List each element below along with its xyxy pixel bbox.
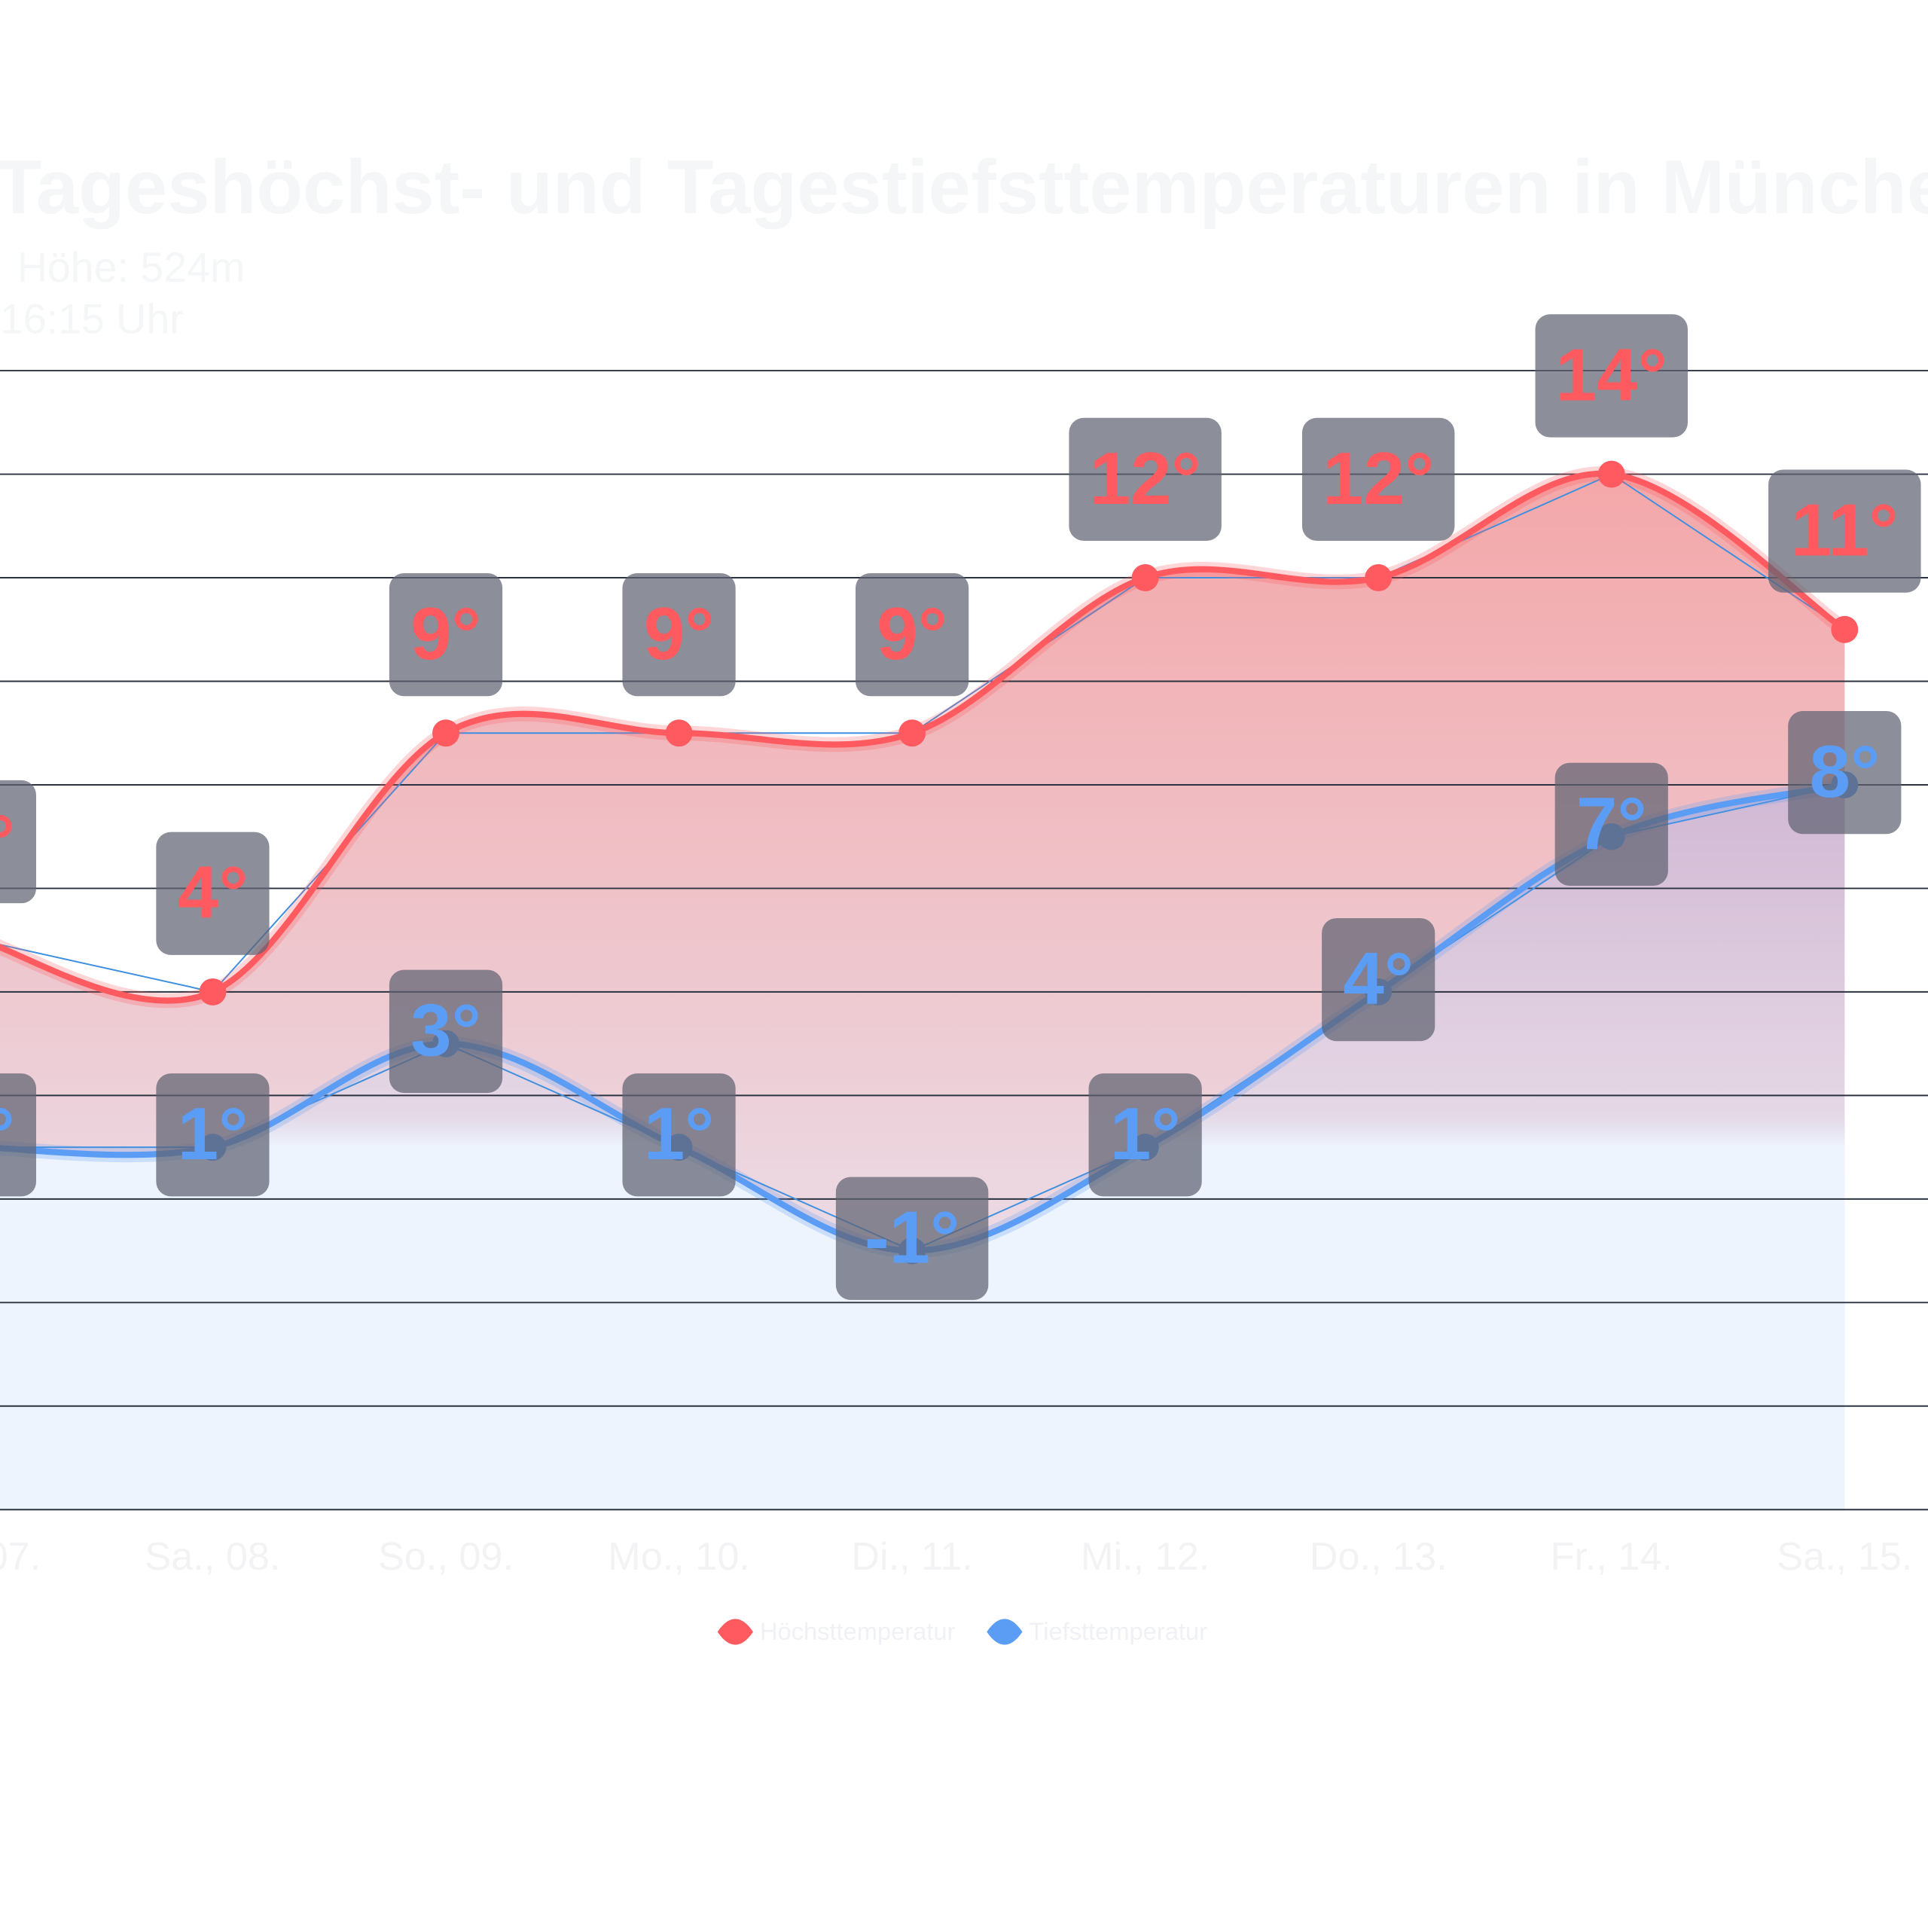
data-label: 4° (178, 851, 249, 934)
data-label: 5° (0, 799, 15, 882)
x-tick-label: Mi., 12. (1081, 1535, 1210, 1579)
label-box (1088, 1073, 1202, 1197)
chart-subtitle: Höhe: 524m (17, 244, 245, 291)
label-box (1322, 917, 1435, 1042)
legend-marker (717, 1619, 753, 1645)
chart-subtitle: 16:15 Uhr (0, 295, 184, 342)
data-label: 11° (1791, 489, 1899, 572)
labels: 5° 4° 9° 9° 9° 12° 12° 14° 11° 1° 1° 3° 1° -1° 1° 4° 7° 8… (0, 314, 1921, 1300)
label-box (389, 572, 503, 697)
label-box (156, 832, 270, 955)
label-box (856, 572, 969, 697)
data-label: 9° (877, 592, 947, 675)
area (0, 784, 1845, 1510)
point (199, 978, 227, 1006)
data-label: 3° (410, 989, 481, 1072)
point (1597, 460, 1625, 488)
x-tick-label: Di., 11. (851, 1535, 973, 1579)
x-tick-label: Fr., 07. (0, 1535, 41, 1579)
chart-title: Tageshöchst- und Tagestiefsttemperaturen… (0, 145, 1928, 230)
x-tick-label: Fr., 14. (1550, 1535, 1673, 1579)
point (1831, 615, 1859, 643)
label-box (389, 969, 503, 1093)
label-box (0, 780, 36, 904)
data-label: 9° (410, 592, 481, 675)
point (898, 719, 926, 747)
point (432, 719, 459, 747)
data-label: 12° (1090, 437, 1201, 520)
legend-label: Höchsttemperatur (760, 1617, 956, 1645)
label-box (622, 1073, 736, 1197)
x-tick-label: Sa., 08. (145, 1535, 280, 1579)
x-tick-label: Mo., 10. (608, 1535, 750, 1579)
label-box (622, 572, 736, 697)
label-box (1301, 417, 1455, 542)
data-label: -1° (865, 1196, 959, 1279)
point (1131, 564, 1159, 591)
data-label: 14° (1556, 333, 1667, 416)
legend-marker (987, 1619, 1023, 1645)
data-label: 1° (0, 1092, 15, 1175)
label-box (1535, 314, 1688, 438)
data-label: 1° (644, 1092, 715, 1175)
x-tick-label: So., 09. (378, 1535, 514, 1579)
data-label: 1° (178, 1092, 249, 1175)
point (665, 719, 693, 747)
data-label: 9° (644, 592, 715, 675)
data-label: 7° (1576, 782, 1647, 865)
data-label: 12° (1322, 437, 1434, 520)
data-label: 1° (1110, 1092, 1181, 1175)
point (1365, 564, 1393, 591)
x-tick-label: Do., 13. (1310, 1535, 1448, 1579)
x-tick-label: Sa., 15. (1777, 1535, 1912, 1579)
legend-label: Tiefsttemperatur (1030, 1617, 1208, 1645)
label-box (1768, 469, 1921, 593)
label-box (1069, 417, 1222, 542)
data-label: 4° (1343, 937, 1414, 1020)
label-box (1788, 711, 1902, 835)
data-label: 8° (1809, 730, 1880, 813)
label-box (1554, 762, 1668, 886)
label-box (156, 1073, 270, 1197)
label-box (835, 1177, 989, 1300)
label-box (0, 1073, 36, 1197)
